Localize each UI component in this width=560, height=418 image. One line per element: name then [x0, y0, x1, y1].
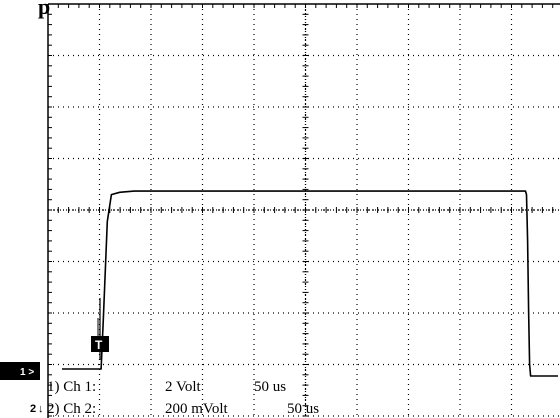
ch2-readout-timebase: 50 us [287, 401, 319, 417]
trigger-marker: T [91, 336, 109, 352]
ch2-marker: 2 ↓ [30, 403, 44, 415]
ch1-ground-marker: 1 > [0, 362, 40, 380]
graticule [47, 3, 560, 418]
ch1-marker-label: 1 > [20, 367, 34, 378]
trigger-label: T [95, 338, 103, 352]
ch2-readout-channel: 2) Ch 2: [47, 401, 96, 417]
ch2-arrow-icon: ↓ [38, 403, 44, 415]
ch2-marker-label: 2 [30, 403, 36, 415]
ch2-readout-scale: 200 mVolt [165, 401, 228, 417]
ch1-readout-timebase: 50 us [254, 379, 286, 395]
page-title: p [38, 0, 50, 19]
channel-readouts: 1) Ch 1: 2 Volt 50 us 2) Ch 2: 200 mVolt… [47, 379, 319, 417]
ch1-readout-scale: 2 Volt [165, 379, 202, 395]
ch1-readout-channel: 1) Ch 1: [47, 379, 96, 395]
ch1-trace [62, 190, 558, 377]
